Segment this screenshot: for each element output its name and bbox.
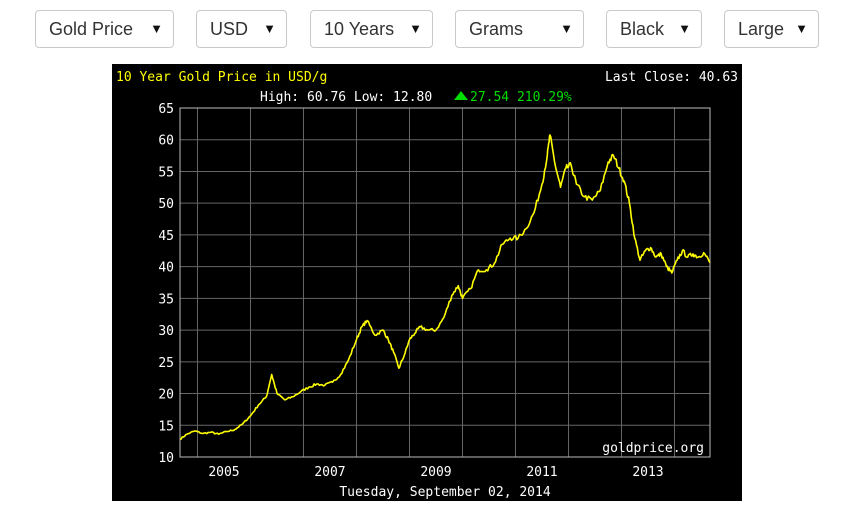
y-tick-label: 55 <box>158 165 174 180</box>
y-tick-label: 60 <box>158 134 174 149</box>
watermark: goldprice.org <box>602 441 704 456</box>
gold-price-chart: 10 15 20 25 30 35 40 45 50 55 60 65 2005 2007 2009 201… <box>112 64 742 501</box>
dropdown-arrow-icon: ▼ <box>678 21 691 36</box>
dropdown-arrow-icon: ▼ <box>263 21 276 36</box>
theme-select-value: Black <box>620 19 665 39</box>
high-low-stats: High: 60.76 Low: 12.80 <box>260 90 432 105</box>
up-arrow-icon <box>454 91 468 100</box>
theme-select[interactable]: Black ▼ <box>606 10 702 48</box>
chart-title: 10 Year Gold Price in USD/g <box>116 70 327 85</box>
plot-frame <box>179 107 711 458</box>
dropdown-arrow-icon: ▼ <box>150 21 163 36</box>
dropdown-arrow-icon: ▼ <box>409 21 422 36</box>
grid <box>180 108 710 457</box>
period-select-value: 10 Years <box>324 19 395 39</box>
dropdown-arrow-icon: ▼ <box>795 21 808 36</box>
y-tick-label: 35 <box>158 292 174 307</box>
x-axis-ticks: 2005 2007 2009 2011 2013 <box>208 465 663 480</box>
chart-svg: 10 15 20 25 30 35 40 45 50 55 60 65 2005 2007 2009 201… <box>112 64 742 501</box>
date-label: Tuesday, September 02, 2014 <box>339 485 550 500</box>
metal-select-value: Gold Price <box>49 19 134 39</box>
size-select[interactable]: Large ▼ <box>724 10 819 48</box>
x-tick-label: 2005 <box>208 465 239 480</box>
y-tick-label: 45 <box>158 229 174 244</box>
y-tick-label: 50 <box>158 197 174 212</box>
x-tick-label: 2009 <box>420 465 451 480</box>
unit-select[interactable]: Grams ▼ <box>455 10 584 48</box>
y-tick-label: 65 <box>158 102 174 117</box>
chart-background <box>112 64 742 501</box>
y-tick-label: 30 <box>158 324 174 339</box>
chart-options-bar: Gold Price ▼ USD ▼ 10 Years ▼ Grams ▼ Bl… <box>0 0 843 60</box>
price-change-stats: 27.54 210.29% <box>470 90 572 105</box>
y-tick-label: 20 <box>158 388 174 403</box>
y-tick-label: 40 <box>158 261 174 276</box>
currency-select-value: USD <box>210 19 249 39</box>
y-tick-label: 10 <box>158 451 174 466</box>
size-select-value: Large <box>738 19 785 39</box>
currency-select[interactable]: USD ▼ <box>196 10 287 48</box>
y-axis-ticks: 10 15 20 25 30 35 40 45 50 55 60 65 <box>158 102 174 466</box>
unit-select-value: Grams <box>469 19 523 39</box>
y-tick-label: 15 <box>158 419 174 434</box>
x-tick-label: 2011 <box>526 465 557 480</box>
dropdown-arrow-icon: ▼ <box>560 21 573 36</box>
price-series-line <box>179 134 711 440</box>
x-tick-label: 2007 <box>314 465 345 480</box>
period-select[interactable]: 10 Years ▼ <box>310 10 433 48</box>
x-tick-label: 2013 <box>632 465 663 480</box>
metal-select[interactable]: Gold Price ▼ <box>35 10 174 48</box>
y-tick-label: 25 <box>158 356 174 371</box>
last-close-label: Last Close: 40.63 <box>605 70 738 85</box>
